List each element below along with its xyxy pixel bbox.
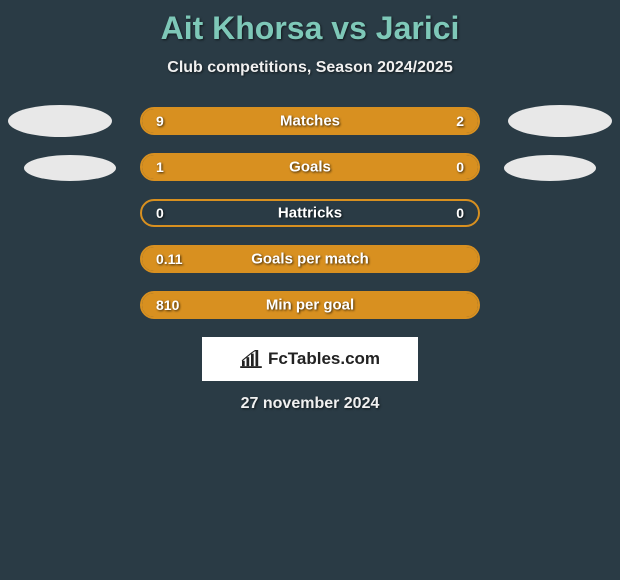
stat-bar: 9 Matches 2 [140, 107, 480, 135]
stat-bar: 810 Min per goal [140, 291, 480, 319]
bar-right-fill [411, 155, 478, 179]
stat-bar: 0 Hattricks 0 [140, 199, 480, 227]
stat-left-value: 9 [156, 113, 164, 129]
brand-logo[interactable]: FcTables.com [202, 337, 418, 381]
bar-chart-icon [240, 350, 262, 368]
stat-row: 0 Hattricks 0 [0, 199, 620, 227]
stats-area: 9 Matches 2 1 Goals 0 0 Hattricks [0, 107, 620, 319]
bar-right-fill [418, 109, 478, 133]
player-ellipse-left [24, 155, 116, 181]
stat-right-value: 2 [456, 113, 464, 129]
player-ellipse-left [8, 105, 112, 137]
date-label: 27 november 2024 [0, 395, 620, 413]
player-ellipse-right [504, 155, 596, 181]
stat-label: Hattricks [278, 205, 342, 222]
subtitle: Club competitions, Season 2024/2025 [0, 59, 620, 77]
stat-row: 1 Goals 0 [0, 153, 620, 181]
stat-bar: 0.11 Goals per match [140, 245, 480, 273]
page-title: Ait Khorsa vs Jarici [0, 10, 620, 47]
stat-left-value: 0.11 [156, 251, 182, 267]
brand-text: FcTables.com [268, 349, 380, 369]
player-ellipse-right [508, 105, 612, 137]
stat-left-value: 1 [156, 159, 164, 175]
stat-label: Goals [289, 159, 331, 176]
stat-row: 0.11 Goals per match [0, 245, 620, 273]
comparison-card: Ait Khorsa vs Jarici Club competitions, … [0, 0, 620, 413]
stat-label: Goals per match [251, 251, 369, 268]
stat-row: 9 Matches 2 [0, 107, 620, 135]
stat-left-value: 0 [156, 205, 164, 221]
stat-bar: 1 Goals 0 [140, 153, 480, 181]
stat-row: 810 Min per goal [0, 291, 620, 319]
bar-left-fill [142, 155, 411, 179]
stat-label: Min per goal [266, 297, 354, 314]
stat-label: Matches [280, 113, 340, 130]
stat-left-value: 810 [156, 297, 179, 313]
stat-right-value: 0 [456, 159, 464, 175]
stat-right-value: 0 [456, 205, 464, 221]
